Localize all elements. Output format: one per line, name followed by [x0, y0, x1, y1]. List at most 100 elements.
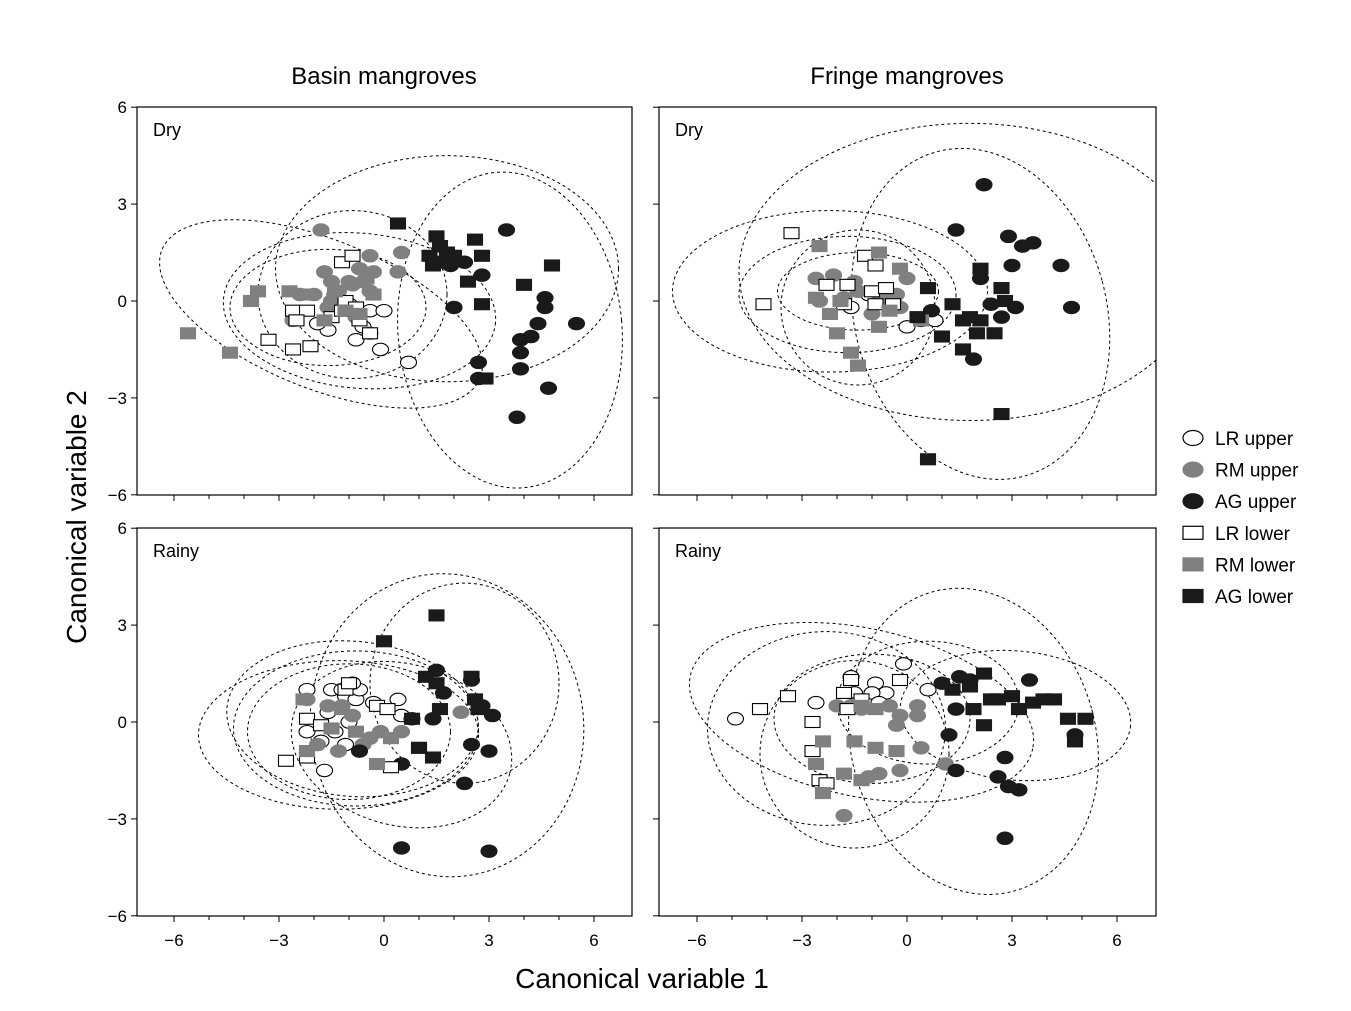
legend-label: LR lower — [1215, 524, 1291, 545]
point-agl — [424, 259, 442, 272]
point-agl — [975, 667, 993, 680]
point-agu — [1024, 236, 1042, 250]
confidence-ellipse — [247, 663, 451, 801]
point-agu — [996, 750, 1014, 765]
y-tick-label: 0 — [118, 292, 127, 311]
x-tick-label: 3 — [1007, 931, 1016, 950]
point-rmu — [361, 249, 379, 263]
legend-item-rmu: RM upper — [1182, 461, 1299, 482]
point-agu — [947, 702, 965, 716]
panel-1: −6 −3 0 3 6 Dry — [108, 98, 633, 505]
point-agl — [428, 677, 445, 690]
point-rml — [298, 745, 316, 758]
point-lrl — [755, 298, 772, 311]
point-lrl — [361, 327, 379, 340]
x-tick-label: 6 — [1112, 931, 1121, 950]
point-rml — [295, 693, 312, 706]
point-rmu — [908, 699, 927, 713]
confidence-ellipse — [738, 122, 1156, 421]
point-rml — [870, 246, 888, 259]
confidence-ellipse — [309, 573, 585, 878]
point-agu — [480, 744, 498, 758]
legend-marker — [1182, 588, 1204, 604]
x-tick-label: 6 — [589, 931, 598, 950]
x-tick-label: 0 — [902, 931, 911, 950]
point-agl — [919, 282, 937, 295]
point-lrl — [298, 304, 316, 317]
point-rml — [870, 320, 888, 333]
point-rml — [821, 307, 839, 320]
point-agu — [1062, 300, 1081, 315]
legend-marker — [1182, 493, 1204, 510]
point-agu — [469, 355, 488, 370]
legend-label: AG lower — [1215, 587, 1294, 608]
point-agl — [972, 314, 989, 327]
point-agu — [529, 316, 547, 331]
point-lrl — [839, 278, 856, 291]
point-rmu — [912, 741, 930, 755]
point-agu — [992, 310, 1011, 324]
point-rmu — [887, 718, 906, 732]
point-agl — [410, 741, 428, 754]
point-rmu — [452, 705, 470, 720]
point-lrl — [751, 703, 769, 716]
point-lru — [726, 712, 745, 726]
point-lrl — [842, 673, 860, 687]
point-agl — [993, 407, 1010, 421]
confidence-ellipse — [899, 649, 1132, 782]
point-rmu — [319, 699, 337, 713]
point-agl — [1066, 735, 1084, 748]
confidence-ellipse — [773, 653, 971, 784]
point-agl — [968, 327, 986, 340]
point-rml — [807, 291, 825, 304]
point-lrl — [804, 745, 821, 758]
y-tick-label: −6 — [108, 486, 127, 505]
plot-frame — [658, 106, 1157, 496]
point-agl — [375, 635, 393, 648]
point-rml — [347, 725, 365, 738]
point-rml — [867, 703, 884, 716]
point-agu — [996, 831, 1014, 846]
point-agl — [961, 680, 979, 693]
point-lrl — [379, 703, 396, 716]
point-lrl — [867, 259, 884, 272]
point-agl — [989, 693, 1007, 706]
point-rml — [365, 288, 382, 301]
point-agu — [539, 381, 558, 395]
point-agl — [954, 314, 972, 327]
point-agl — [1045, 693, 1063, 706]
point-agu — [483, 708, 502, 723]
point-rml — [249, 285, 267, 298]
point-rml — [179, 327, 197, 340]
panels-group: −6 −3 0 3 6 Dry Dry −6 −3 0 3 6 −6 −3 0 3 6 Rainy −6 −3 0 3 6 R… — [108, 98, 1157, 950]
point-rmu — [389, 265, 407, 279]
x-tick-label: −3 — [269, 931, 288, 950]
column-title-fringe: Fringe mangroves — [810, 63, 1003, 90]
legend-marker — [1182, 461, 1204, 478]
y-tick-label: 3 — [118, 195, 127, 214]
panel-season-label: Rainy — [153, 541, 199, 561]
point-agu — [350, 744, 369, 758]
point-lru — [298, 724, 316, 739]
confidence-ellipse — [222, 232, 497, 390]
point-agu — [445, 300, 463, 315]
point-agu — [989, 770, 1007, 784]
confidence-ellipse — [707, 631, 946, 826]
legend-label: RM upper — [1215, 461, 1299, 482]
point-agu — [392, 841, 411, 855]
point-rml — [302, 288, 319, 301]
y-tick-label: −3 — [108, 810, 127, 829]
point-agu — [947, 223, 965, 237]
confidence-ellipse — [672, 210, 988, 373]
column-title-basin: Basin mangroves — [291, 63, 476, 90]
point-agu — [480, 844, 498, 858]
point-rml — [337, 304, 354, 317]
point-agu — [462, 737, 481, 752]
panel-season-label: Rainy — [675, 541, 721, 561]
legend-label: AG upper — [1215, 492, 1297, 513]
point-agu — [1020, 673, 1039, 687]
point-lru — [399, 355, 418, 370]
panel-2: Dry — [653, 106, 1157, 501]
point-lrl — [839, 703, 856, 716]
